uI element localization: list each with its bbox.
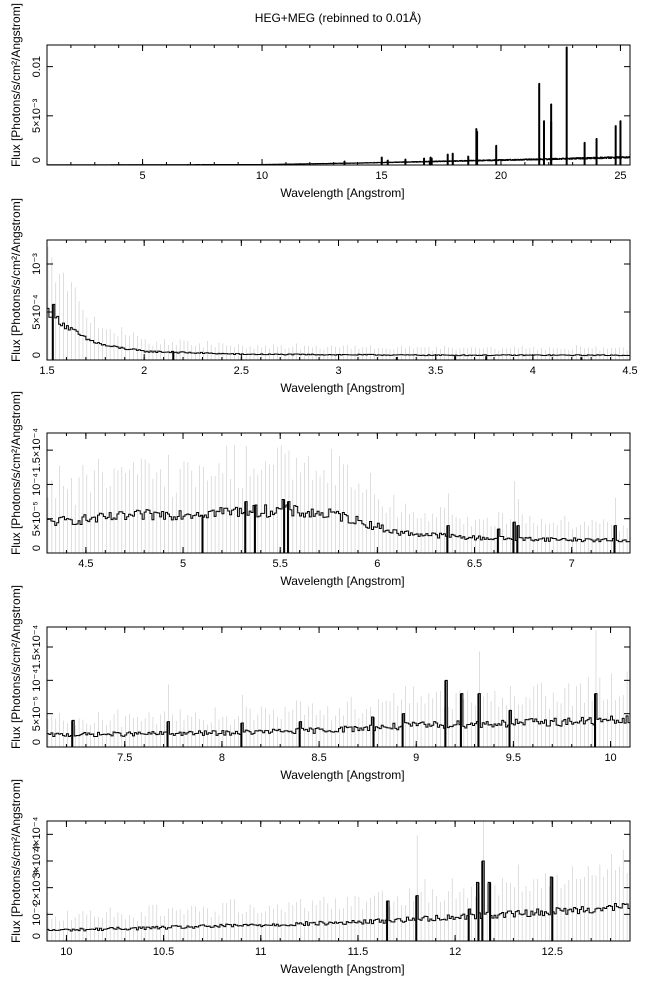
y-tick-label: 0 <box>31 933 43 939</box>
x-tick-label: 3 <box>335 365 341 377</box>
spectrum-trace <box>46 499 630 543</box>
x-tick-label: 12 <box>449 946 461 958</box>
x-tick-label: 12.5 <box>542 946 563 958</box>
y-tick-label: 0 <box>31 352 43 358</box>
y-tick-label: 0 <box>31 739 43 745</box>
y-tick-label: 5×10⁻³ <box>31 98 43 133</box>
panel-5: 10 10.5 11 11.5 12 12.5 0 10⁻⁴2×10⁻⁴3×10⁻⁴4×10⁻… <box>9 779 631 976</box>
y-tick-label: 1.5×10⁻⁴ <box>31 624 43 669</box>
x-tick-label: 10.5 <box>153 946 174 958</box>
y-tick-label: 5×10⁻⁵ <box>31 696 43 731</box>
plot-frame <box>46 432 631 554</box>
x-tick-label: 3.5 <box>428 365 443 377</box>
y-tick-label: 10⁻⁴ <box>31 669 43 692</box>
y-tick-label: 4×10⁻⁴ <box>31 816 43 852</box>
x-tick-label: 4.5 <box>78 558 93 570</box>
y-tick-label: 5×10⁻⁴ <box>31 294 43 330</box>
y-tick-label: 10⁻⁴ <box>31 903 43 926</box>
y-axis-label: Flux [Photons/s/cm²/Angstrom] <box>9 198 23 362</box>
y-axis-label: Flux [Photons/s/cm²/Angstrom] <box>9 3 23 167</box>
y-tick-label: 10⁻⁴ <box>31 473 43 496</box>
x-tick-label: 4 <box>530 365 536 377</box>
plot-frame <box>46 44 631 166</box>
x-tick-label: 6.5 <box>467 558 482 570</box>
x-axis-label: Wavelength [Angstrom] <box>280 768 404 782</box>
x-tick-label: 4.5 <box>622 365 637 377</box>
figure-title: HEG+MEG (rebinned to 0.01Å) <box>255 10 421 25</box>
y-tick-label: 3×10⁻⁴ <box>31 843 43 879</box>
y-tick-label: 0 <box>31 157 43 163</box>
spectrum-trace <box>46 679 630 738</box>
x-axis-label: Wavelength [Angstrom] <box>280 186 404 200</box>
x-tick-label: 2 <box>141 365 147 377</box>
panel-4: 7.5 8 8.5 9 9.5 10 0 5×10⁻⁵ 10⁻⁴1.5×10⁻⁴ Waveleng… <box>9 585 631 782</box>
panel-2: 1.5 2 2.5 3 3.5 4 4.5 0 5×10⁻⁴ 10⁻³ Wavelength [An… <box>9 198 638 395</box>
y-tick-label: 0 <box>31 545 43 551</box>
y-tick-label: 2×10⁻⁴ <box>31 870 43 906</box>
x-tick-label: 10 <box>604 752 616 764</box>
x-tick-label: 11.5 <box>348 946 369 958</box>
x-tick-label: 15 <box>375 170 387 182</box>
x-tick-label: 1.5 <box>39 365 54 377</box>
y-axis-label: Flux [Photons/s/cm²/Angstrom] <box>9 391 23 555</box>
panel-1: 5 10 15 20 25 0 5×10⁻³ 0.01 Wavelength [Angstrom… <box>9 3 631 200</box>
x-tick-label: 25 <box>614 170 626 182</box>
spectrum-trace <box>46 860 630 932</box>
x-tick-label: 8 <box>219 752 225 764</box>
x-tick-label: 10 <box>60 946 72 958</box>
error-bars <box>47 445 628 553</box>
y-tick-label: 5×10⁻⁵ <box>31 501 43 536</box>
y-tick-label: 10⁻³ <box>31 253 43 275</box>
x-tick-label: 9.5 <box>506 752 521 764</box>
x-tick-label: 5 <box>180 558 186 570</box>
y-axis-label: Flux [Photons/s/cm²/Angstrom] <box>9 779 23 943</box>
x-tick-label: 20 <box>495 170 507 182</box>
x-axis-label: Wavelength [Angstrom] <box>280 574 404 588</box>
panel-3: 4.5 5 5.5 6 6.5 7 0 5×10⁻⁵ 10⁻⁴1.5×10⁻⁴ Wavelengt… <box>9 391 631 588</box>
y-tick-label: 0.01 <box>31 56 43 77</box>
error-bars <box>47 630 628 747</box>
y-axis-label: Flux [Photons/s/cm²/Angstrom] <box>9 585 23 749</box>
x-tick-label: 11 <box>255 946 266 958</box>
x-tick-label: 10 <box>256 170 268 182</box>
x-tick-label: 8.5 <box>311 752 326 764</box>
x-tick-label: 5.5 <box>273 558 288 570</box>
x-tick-label: 9 <box>413 752 419 764</box>
error-bars <box>47 246 628 360</box>
plot-frame <box>46 239 631 361</box>
x-tick-label: 7 <box>569 558 575 570</box>
x-tick-label: 2.5 <box>234 365 249 377</box>
spectrum-trace <box>46 303 630 357</box>
x-axis-label: Wavelength [Angstrom] <box>280 381 404 395</box>
error-bars <box>47 821 628 941</box>
spectrum-trace <box>46 46 631 166</box>
x-tick-label: 6 <box>374 558 380 570</box>
x-tick-label: 7.5 <box>117 752 132 764</box>
x-axis-label: Wavelength [Angstrom] <box>280 962 404 976</box>
x-tick-label: 5 <box>140 170 146 182</box>
y-tick-label: 1.5×10⁻⁴ <box>31 428 43 473</box>
